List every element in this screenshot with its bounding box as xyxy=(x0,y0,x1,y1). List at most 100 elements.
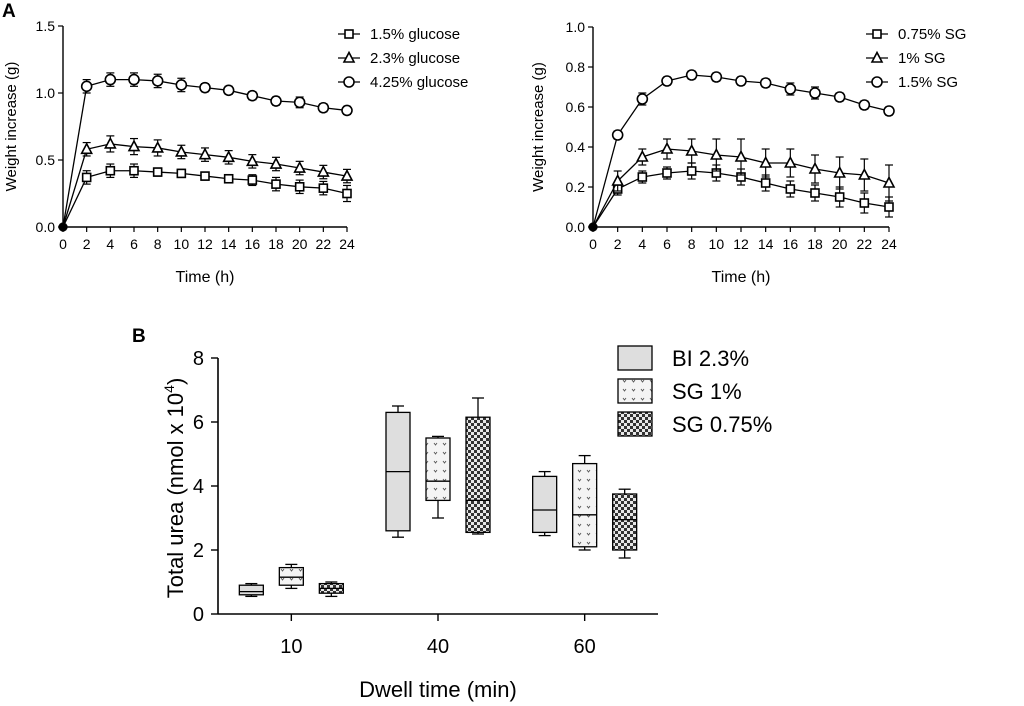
b-y-axis-label-suffix: ) xyxy=(163,378,188,385)
a2-series-triangle: 1% SG xyxy=(588,50,946,232)
a1-x-tick-label: 22 xyxy=(316,236,332,252)
a2-data-point xyxy=(883,105,895,117)
b-y-axis-label-main: Total urea (nmol x 10 xyxy=(163,393,188,598)
a2-legend-marker xyxy=(870,50,884,63)
b-box xyxy=(465,416,491,534)
a2-legend-label: 0.75% SG xyxy=(898,26,966,43)
a1-data-point xyxy=(105,165,116,176)
a1-data-point xyxy=(200,171,210,181)
b-series-sparse-dots: SG 1% xyxy=(278,378,742,590)
a1-data-point xyxy=(269,156,283,169)
a1-data-point xyxy=(246,89,259,102)
a2-data-point xyxy=(785,184,796,194)
a1-data-point xyxy=(222,150,235,163)
a2-x-tick-label: 4 xyxy=(638,236,646,252)
b-legend-label: SG 0.75% xyxy=(672,412,772,437)
a2-legend-marker xyxy=(871,76,883,88)
a2-y-tick-label: 0.6 xyxy=(566,99,586,115)
a1-data-point xyxy=(128,73,140,86)
a1-x-tick-label: 16 xyxy=(245,236,261,252)
a2-x-axis-label: Time (h) xyxy=(712,269,771,286)
a2-data-point xyxy=(710,71,723,83)
a2-legend-label: 1.5% SG xyxy=(898,74,958,91)
a1-x-tick-label: 6 xyxy=(130,236,138,252)
b-y-axis-label: Total urea (nmol x 104) xyxy=(161,378,188,599)
a1-data-point xyxy=(270,95,282,107)
a1-x-tick-label: 18 xyxy=(268,236,284,252)
a2-x-tick-label: 22 xyxy=(857,236,873,252)
a1-data-point xyxy=(223,173,234,184)
b-y-tick-label: 6 xyxy=(193,412,204,434)
a2-x-tick-label: 0 xyxy=(589,236,597,252)
chart-a2-weight-sg: 0.00.20.40.60.81.00 2 4 6 8 10 12 14 16 18 20 22 24T… xyxy=(530,19,966,286)
a2-data-point xyxy=(735,75,747,87)
b-legend-label: BI 2.3% xyxy=(672,346,749,371)
a2-data-point xyxy=(834,192,845,202)
a2-data-point xyxy=(685,69,698,81)
a2-data-point xyxy=(636,93,649,105)
a1-data-point xyxy=(271,179,281,189)
a2-data-point xyxy=(882,175,896,188)
a1-legend-marker xyxy=(343,76,355,88)
a2-legend-label: 1% SG xyxy=(898,50,946,67)
a2-data-point xyxy=(810,188,820,198)
a2-y-tick-label: 0.0 xyxy=(566,219,586,235)
b-box xyxy=(278,566,304,586)
a2-data-point xyxy=(833,165,846,178)
b-legend-swatch xyxy=(617,345,653,371)
b-y-axis-label-superscript: 4 xyxy=(161,385,177,393)
a2-x-tick-label: 14 xyxy=(758,236,774,252)
a1-data-point xyxy=(80,80,93,93)
a2-x-tick-label: 6 xyxy=(663,236,671,252)
a1-x-tick-label: 4 xyxy=(106,236,114,252)
a1-data-point xyxy=(340,168,354,181)
a1-data-point xyxy=(294,182,305,192)
a2-x-tick-label: 2 xyxy=(614,236,622,252)
b-y-tick-label: 4 xyxy=(193,476,204,498)
a1-series-circle: 4.25% glucose xyxy=(58,72,468,232)
b-y-tick-label: 2 xyxy=(193,540,204,562)
a2-y-tick-label: 0.2 xyxy=(566,179,586,195)
a1-data-point xyxy=(293,96,306,109)
a2-data-point xyxy=(833,91,846,103)
a1-y-tick-label: 1.5 xyxy=(36,18,56,34)
a1-data-point xyxy=(317,164,330,177)
a1-x-tick-label: 24 xyxy=(339,236,355,252)
a1-data-point xyxy=(175,144,188,157)
a2-data-point xyxy=(662,168,672,178)
a1-data-point xyxy=(104,73,117,86)
a2-data-point xyxy=(759,155,772,168)
a1-data-point xyxy=(80,142,93,155)
a2-data-point xyxy=(784,83,797,95)
a1-y-axis-label: Weight increase (g) xyxy=(3,62,20,192)
a1-series-square: 1.5% glucose xyxy=(58,26,460,232)
a2-data-point xyxy=(710,147,723,160)
a2-x-tick-label: 18 xyxy=(807,236,823,252)
a2-data-point xyxy=(858,167,871,180)
a1-legend-label: 1.5% glucose xyxy=(370,26,460,43)
b-box xyxy=(532,475,558,534)
a1-data-point xyxy=(222,84,235,97)
a1-x-tick-label: 10 xyxy=(174,236,190,252)
a1-legend-label: 2.3% glucose xyxy=(370,50,460,67)
b-legend-swatch xyxy=(617,411,653,437)
a1-data-point xyxy=(151,140,164,153)
a1-data-point xyxy=(104,136,117,149)
a1-x-tick-label: 2 xyxy=(83,236,91,252)
a1-x-tick-label: 20 xyxy=(292,236,308,252)
b-legend-label: SG 1% xyxy=(672,379,742,404)
a1-data-point xyxy=(198,147,212,160)
a1-data-point xyxy=(246,154,259,167)
a1-data-point xyxy=(247,175,258,185)
a2-x-tick-label: 8 xyxy=(688,236,696,252)
a2-data-point xyxy=(637,172,648,182)
a1-data-point-origin xyxy=(58,222,68,232)
a1-data-point xyxy=(175,79,188,91)
b-box xyxy=(238,584,264,596)
a1-x-tick-label: 14 xyxy=(221,236,237,252)
a1-data-point xyxy=(342,188,352,199)
a2-data-point xyxy=(859,198,870,208)
b-series-checker: SG 0.75% xyxy=(318,397,772,598)
panel-label-b: B xyxy=(132,326,146,347)
